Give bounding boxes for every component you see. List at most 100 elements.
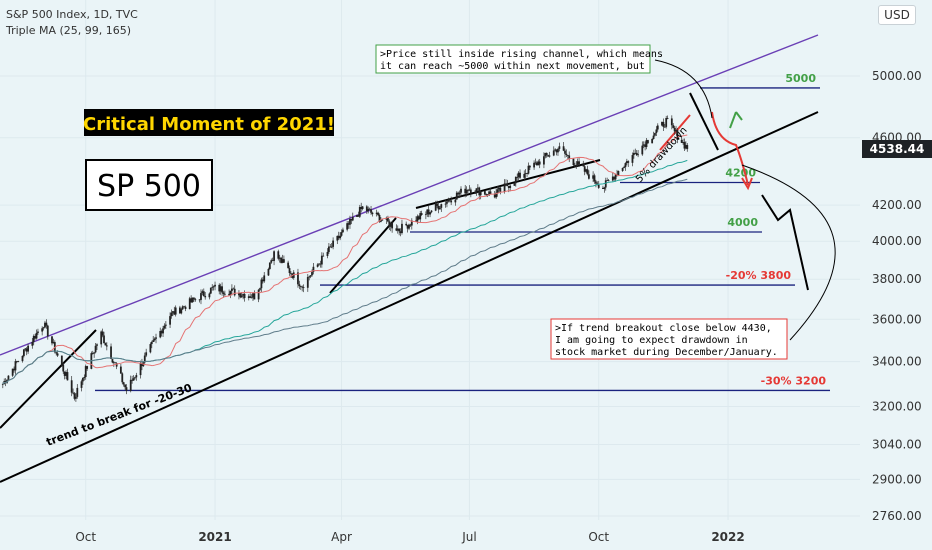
candle-body <box>329 246 332 248</box>
ma-line-25 <box>2 134 688 385</box>
candle-body <box>507 186 510 188</box>
candle-body <box>249 296 252 298</box>
candle-body <box>169 316 171 325</box>
candle-body <box>670 118 673 126</box>
candle-body <box>124 384 126 388</box>
candle-body <box>573 165 576 166</box>
candle-body <box>467 189 469 191</box>
candle-body <box>356 215 358 217</box>
candle-body <box>576 161 579 165</box>
candle-body <box>15 361 18 362</box>
candle-body <box>534 162 537 164</box>
candle-body <box>309 275 312 277</box>
candle-body <box>222 292 225 294</box>
candle-body <box>125 387 128 391</box>
candle-body <box>22 349 25 356</box>
y-tick-label-10: 2760.00 <box>872 509 922 523</box>
candle-body <box>682 142 684 143</box>
candle-body <box>170 312 173 317</box>
candle-body <box>86 366 89 369</box>
candle-body <box>288 268 291 274</box>
candle-body <box>340 232 343 236</box>
candle-body <box>287 262 290 269</box>
x-tick-label-1: 2021 <box>198 530 231 544</box>
candle-body <box>7 375 10 380</box>
candle-body <box>617 170 620 176</box>
candle-body <box>360 207 363 209</box>
candle-body <box>24 348 27 350</box>
candle-body <box>557 148 559 153</box>
candle-body <box>686 145 689 149</box>
trendline-4 <box>689 92 719 151</box>
candle-body <box>632 152 635 156</box>
candle-body <box>155 337 157 339</box>
candle-body <box>281 259 284 263</box>
candle-body <box>322 255 325 257</box>
x-tick-label-5: 2022 <box>711 530 744 544</box>
candle-body <box>337 235 340 239</box>
candle-body <box>82 377 84 382</box>
candle-body <box>208 293 211 298</box>
candle-body <box>52 342 55 344</box>
candle-body <box>666 118 669 119</box>
candle-body <box>368 208 371 210</box>
candle-body <box>387 217 389 222</box>
candle-body <box>346 223 349 230</box>
candle-body <box>242 293 245 296</box>
candle-body <box>575 164 578 166</box>
candle-body <box>349 219 351 225</box>
trendline-2 <box>329 217 397 294</box>
candle-body <box>527 165 530 174</box>
candle-body <box>250 297 253 299</box>
headline: Critical Moment of 2021! <box>83 114 335 135</box>
candle-body <box>416 216 419 222</box>
last-price-tag: 4538.44 <box>862 140 932 158</box>
candle-body <box>42 327 45 329</box>
candle-body <box>568 155 571 159</box>
candle-body <box>505 183 507 185</box>
candle-body <box>675 130 677 132</box>
candle-body <box>357 215 360 217</box>
x-tick-label-3: Jul <box>461 530 476 544</box>
candle-body <box>381 219 384 221</box>
candle-body <box>339 235 342 239</box>
candle-body <box>673 127 676 132</box>
candle-body <box>183 306 186 308</box>
x-tick-label-4: Oct <box>588 530 609 544</box>
candle-body <box>493 193 496 198</box>
candle-body <box>149 344 152 353</box>
candle-body <box>495 192 498 198</box>
candle-body <box>543 156 545 165</box>
candle-body <box>342 229 344 233</box>
candle-body <box>260 279 263 289</box>
candle-body <box>46 325 49 337</box>
candle-body <box>65 372 67 376</box>
candle-body <box>661 121 663 126</box>
candle-body <box>440 204 443 208</box>
candle-body <box>159 331 162 338</box>
currency-button[interactable]: USD <box>878 5 916 25</box>
candle-body <box>483 191 486 195</box>
candle-body <box>143 355 146 363</box>
candle-body <box>514 176 517 184</box>
candle-body <box>572 158 575 166</box>
candle-body <box>273 251 275 261</box>
candle-body <box>489 191 492 194</box>
candle-body <box>513 183 516 186</box>
candle-body <box>180 309 183 314</box>
candle-body <box>243 293 246 299</box>
candle-body <box>119 366 122 374</box>
candle-body <box>395 228 398 231</box>
candle-body <box>299 286 302 287</box>
candle-body <box>228 293 230 296</box>
candle-body <box>460 188 462 193</box>
candle-body <box>104 343 107 346</box>
candle-body <box>181 306 184 310</box>
candle-body <box>611 176 614 181</box>
candle-body <box>379 219 382 222</box>
candle-body <box>105 345 108 347</box>
candle-body <box>635 152 638 156</box>
candle-body <box>538 161 541 165</box>
x-tick-label-2: Apr <box>331 530 352 544</box>
